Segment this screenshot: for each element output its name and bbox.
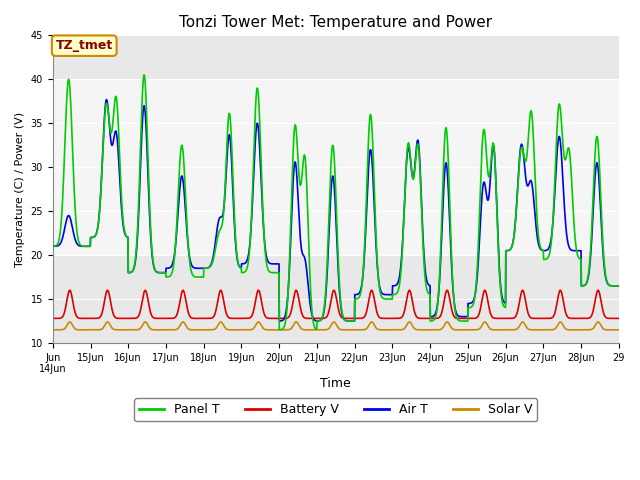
Air T	[49, 243, 56, 249]
Battery V	[519, 288, 527, 293]
Solar V	[49, 327, 56, 333]
Line: Air T: Air T	[52, 100, 619, 321]
Panel T	[49, 243, 56, 249]
Solar V	[207, 327, 214, 333]
Air T	[353, 292, 360, 298]
Air T	[102, 97, 110, 103]
Title: Tonzi Tower Met: Temperature and Power: Tonzi Tower Met: Temperature and Power	[179, 15, 492, 30]
Line: Solar V: Solar V	[52, 322, 619, 330]
X-axis label: Time: Time	[321, 377, 351, 390]
Air T	[581, 282, 589, 288]
Line: Panel T: Panel T	[52, 75, 619, 330]
Air T	[351, 318, 358, 324]
Panel T	[565, 147, 573, 153]
Line: Battery V: Battery V	[52, 290, 619, 318]
Panel T	[581, 282, 589, 288]
Solar V	[519, 319, 527, 325]
Panel T	[365, 127, 373, 132]
Battery V	[577, 315, 585, 321]
Battery V	[500, 315, 508, 321]
Solar V	[500, 327, 508, 333]
Solar V	[581, 327, 589, 333]
Legend: Panel T, Battery V, Air T, Solar V: Panel T, Battery V, Air T, Solar V	[134, 398, 537, 421]
Panel T	[140, 72, 148, 78]
Panel T	[353, 296, 360, 302]
Solar V	[565, 327, 573, 333]
Panel T	[615, 283, 623, 289]
Battery V	[352, 315, 360, 321]
Y-axis label: Temperature (C) / Power (V): Temperature (C) / Power (V)	[15, 112, 25, 267]
Battery V	[49, 315, 56, 321]
Air T	[565, 245, 573, 251]
Text: TZ_tmet: TZ_tmet	[56, 39, 113, 52]
Air T	[365, 158, 373, 164]
Battery V	[565, 315, 573, 321]
Air T	[207, 262, 214, 268]
Solar V	[365, 323, 372, 329]
Battery V	[581, 315, 589, 321]
Air T	[501, 300, 509, 306]
Battery V	[365, 300, 372, 305]
Solar V	[577, 327, 585, 333]
Air T	[615, 283, 623, 289]
Bar	[52, 79, 619, 255]
Solar V	[615, 327, 623, 333]
Panel T	[207, 263, 214, 269]
Panel T	[275, 327, 283, 333]
Battery V	[615, 315, 623, 321]
Solar V	[352, 327, 360, 333]
Panel T	[501, 304, 509, 310]
Bar	[52, 36, 619, 343]
Battery V	[207, 315, 214, 321]
